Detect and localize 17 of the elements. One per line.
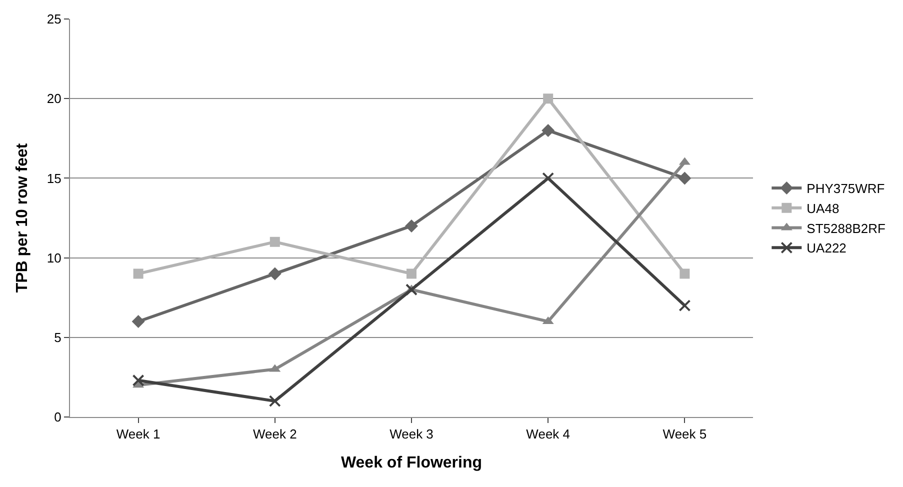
y-tick-label: 5 — [54, 330, 62, 345]
x-tick-label: Week 2 — [252, 426, 297, 442]
legend-label: PHY375WRF — [806, 181, 885, 196]
x-tick-label: Week 5 — [662, 426, 707, 442]
legend-label: UA48 — [806, 200, 840, 216]
x-tick-label: Week 1 — [116, 426, 160, 442]
y-tick-label: 10 — [46, 250, 62, 266]
x-tick-label: Week 3 — [390, 426, 434, 442]
y-tick-label: 0 — [54, 410, 62, 425]
x-tick-label: Week 4 — [526, 426, 570, 442]
y-tick-label: 20 — [46, 91, 62, 106]
x-axis-title: Week of Flowering — [340, 454, 482, 472]
legend-label: UA222 — [806, 240, 846, 256]
y-tick-label: 25 — [46, 12, 62, 27]
legend-label: ST5288B2RF — [806, 220, 886, 236]
y-tick-label: 15 — [46, 170, 62, 186]
y-axis-title: TPB per 10 row feet — [14, 142, 31, 293]
